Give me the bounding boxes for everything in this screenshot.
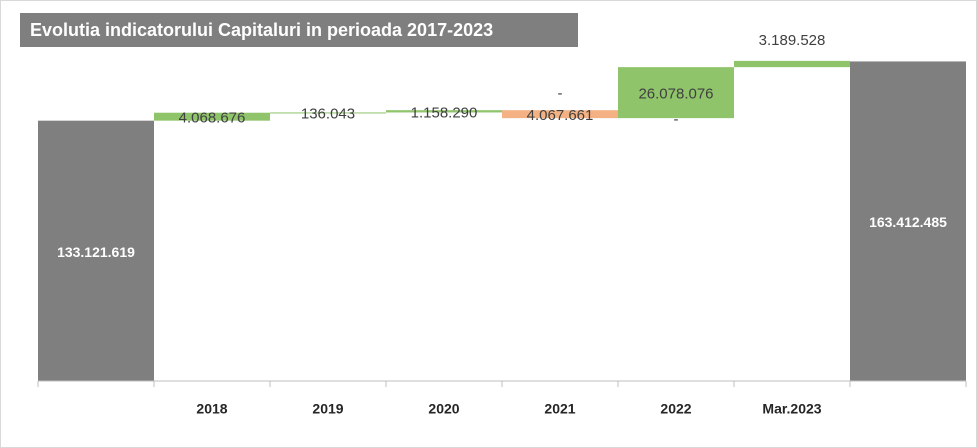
- x-tick-label: 2022: [660, 401, 691, 417]
- x-tick-label: Mar.2023: [762, 401, 821, 417]
- x-tick-label: 2019: [312, 401, 343, 417]
- x-tick-label: 2020: [428, 401, 459, 417]
- data-label: 1.158.290: [411, 104, 478, 121]
- bar: [38, 120, 154, 381]
- bar: [386, 110, 502, 113]
- data-label-line: 136.043: [301, 106, 355, 123]
- data-label-line: 4.068.676: [179, 110, 246, 127]
- data-label: 26.078.076: [638, 86, 713, 103]
- annotation: -: [674, 111, 679, 128]
- title-box: [20, 13, 578, 47]
- data-label-line: 133.121.619: [57, 244, 135, 260]
- bar: [270, 112, 386, 114]
- data-label: 163.412.485: [869, 214, 947, 230]
- x-tick-label: 2018: [196, 401, 227, 417]
- data-label-line: -: [558, 85, 563, 102]
- data-label-line: 4.067.661: [527, 107, 594, 124]
- bar: [734, 60, 850, 68]
- data-label: 3.189.528: [759, 32, 826, 49]
- data-label: 4.068.676: [179, 110, 246, 127]
- data-label-line: 26.078.076: [638, 86, 713, 103]
- data-label: 133.121.619: [57, 244, 135, 260]
- data-label: 136.043: [301, 106, 355, 123]
- chart-title: Evolutia indicatorului Capitaluri in per…: [30, 20, 493, 40]
- data-label-line: 163.412.485: [869, 214, 947, 230]
- data-label-line: 3.189.528: [759, 32, 826, 49]
- bar: [618, 67, 734, 119]
- bar: [502, 110, 618, 119]
- data-label: - 4.067.661: [527, 85, 594, 124]
- x-tick-label: 2021: [544, 401, 575, 417]
- data-label-line: 1.158.290: [411, 104, 478, 121]
- bar: [850, 61, 966, 382]
- bar: [154, 112, 270, 121]
